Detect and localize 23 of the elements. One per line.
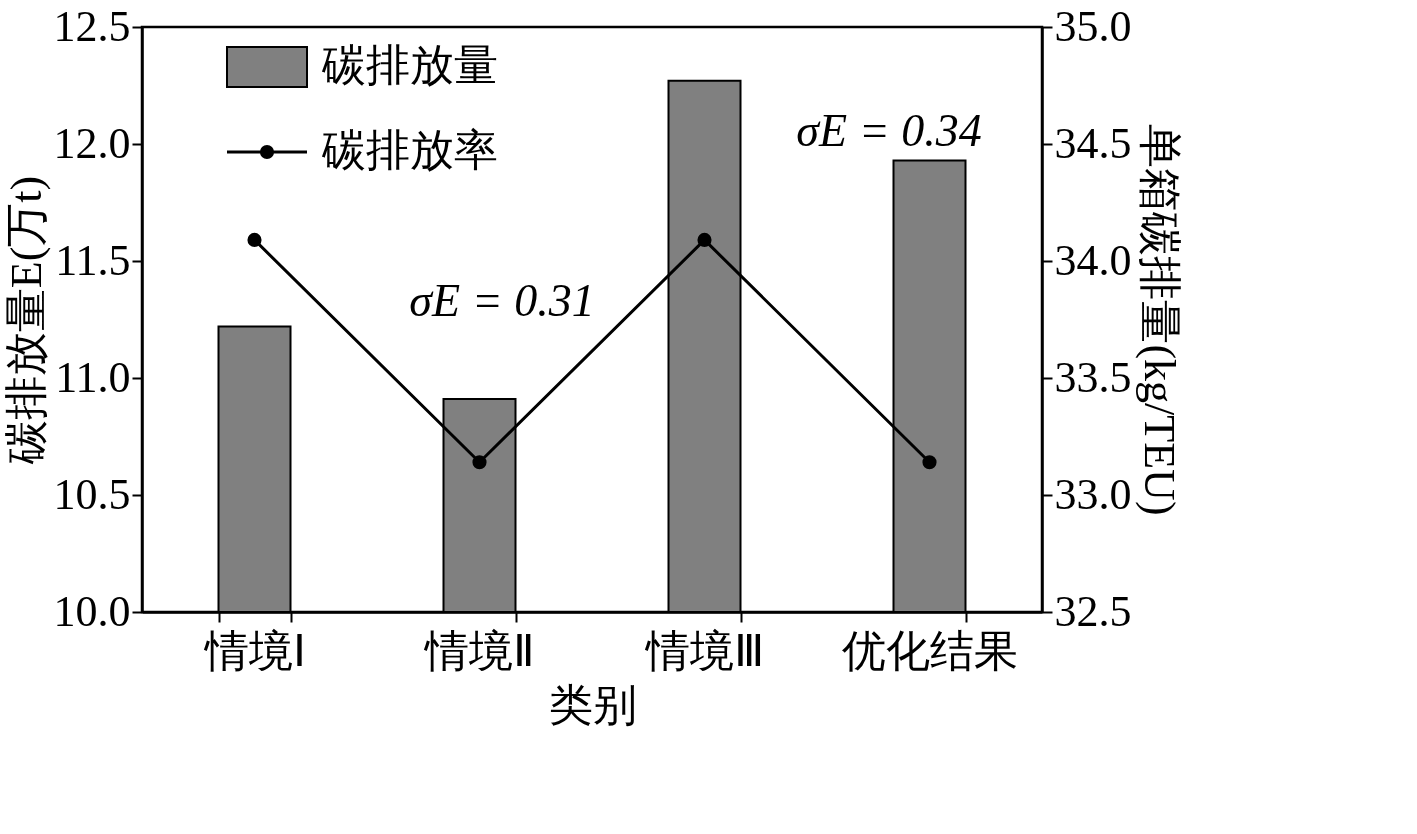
y-tick-label: 10.5: [53, 469, 131, 519]
x-axis-title: 类别: [548, 680, 637, 730]
y2-axis-title: 单箱碳排量(kg/TEU): [1134, 124, 1184, 516]
y-axis-title: 碳排放量E(万t): [1, 175, 51, 466]
legend-label: 碳排放量: [321, 41, 498, 90]
annotation: σE = 0.34: [796, 105, 982, 157]
y-tick-label: 10.0: [53, 586, 131, 636]
x-tick-label: 情境Ⅰ: [202, 626, 306, 676]
y2-tick-label: 34.0: [1054, 235, 1132, 285]
x-tick-label: 情境Ⅲ: [644, 626, 764, 676]
y2-tick-label: 33.0: [1054, 469, 1132, 519]
y-tick-label: 12.5: [53, 1, 131, 51]
y-tick-label: 11.5: [55, 235, 131, 285]
y-tick-label: 12.0: [53, 118, 131, 168]
x-tick-label: 优化结果: [842, 626, 1018, 676]
y2-tick-label: 35.0: [1054, 1, 1132, 51]
legend-label: 碳排放率: [321, 126, 498, 175]
x-tick-label: 情境Ⅱ: [423, 626, 535, 676]
y2-tick-label: 32.5: [1054, 586, 1132, 636]
annotation: σE = 0.31: [409, 274, 595, 326]
y2-tick-label: 34.5: [1054, 118, 1132, 168]
y2-tick-label: 33.5: [1054, 352, 1132, 402]
y-tick-label: 11.0: [55, 352, 131, 402]
